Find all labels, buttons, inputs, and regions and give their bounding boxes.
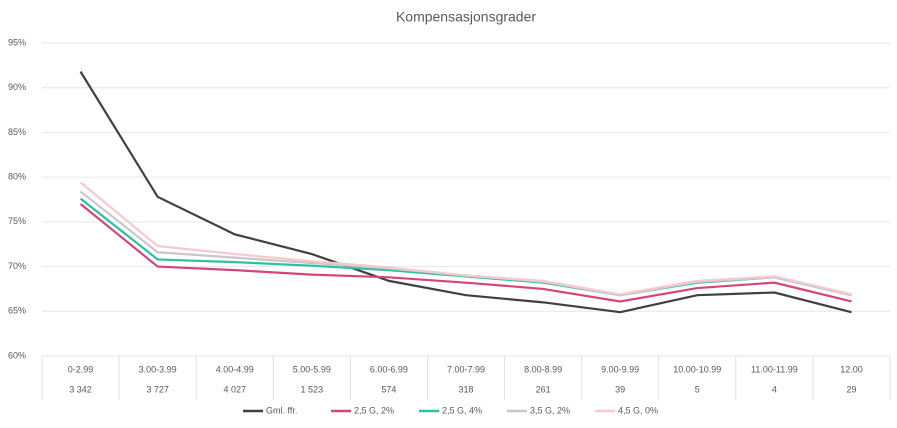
y-tick-label: 95% [8,37,26,47]
x-tick-label: 8.00-8.99 [524,364,562,374]
x-count-label: 5 [695,384,700,394]
legend-label: Gml. ffr. [266,405,297,415]
x-tick-label: 9.00-9.99 [601,364,639,374]
series-line [79,181,852,296]
y-tick-label: 85% [8,127,26,137]
x-count-label: 574 [381,384,396,394]
x-count-label: 39 [615,384,625,394]
legend-label: 3,5 G, 2% [530,405,570,415]
x-count-label: 3 342 [69,384,92,394]
x-count-label: 4 027 [223,384,246,394]
x-tick-label: 6.00-6.99 [370,364,408,374]
y-tick-label: 75% [8,216,26,226]
x-tick-label: 12.00 [840,364,863,374]
x-count-label: 318 [458,384,473,394]
x-count-label: 29 [846,384,856,394]
legend-label: 2,5 G, 2% [354,405,394,415]
series-line [79,197,852,297]
legend-label: 2,5 G, 4% [442,405,482,415]
y-tick-label: 70% [8,261,26,271]
legend-label: 4,5 G, 0% [618,405,658,415]
series-line [79,71,852,314]
x-tick-label: 0-2.99 [68,364,94,374]
series-line [79,203,852,303]
x-count-label: 261 [536,384,551,394]
x-count-label: 1 523 [301,384,324,394]
x-count-label: 3 727 [146,384,169,394]
y-tick-label: 60% [8,350,26,360]
y-tick-label: 65% [8,306,26,316]
x-tick-label: 4.00-4.99 [216,364,254,374]
x-tick-label: 11.00-11.99 [751,364,798,374]
x-tick-label: 3.00-3.99 [139,364,177,374]
x-tick-label: 5.00-5.99 [293,364,331,374]
x-tick-label: 10.00-10.99 [673,364,721,374]
x-count-label: 4 [772,384,777,394]
y-tick-label: 80% [8,172,26,182]
y-tick-label: 90% [8,82,26,92]
chart-title: Kompensasjonsgrader [396,9,536,25]
x-tick-label: 7.00-7.99 [447,364,485,374]
